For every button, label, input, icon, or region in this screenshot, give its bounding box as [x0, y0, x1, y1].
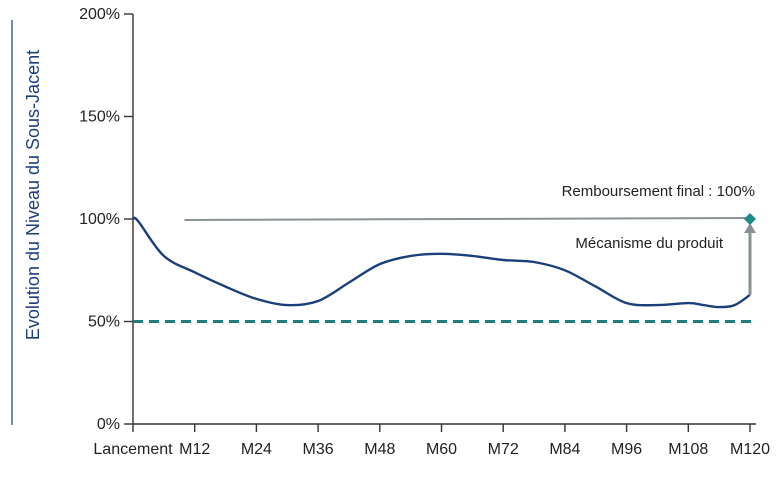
- mechanism-annotation: Mécanisme du produit: [575, 235, 723, 252]
- mechanism-arrow-head: [744, 223, 756, 233]
- y-tick-label: 100%: [79, 211, 120, 228]
- y-tick-label: 0%: [97, 416, 120, 433]
- final-repayment-line: [184, 217, 751, 221]
- x-tick-label: M120: [730, 441, 770, 458]
- y-axis-title: Evolution du Niveau du Sous-Jacent: [23, 50, 43, 340]
- y-tick-label: 50%: [88, 314, 120, 331]
- y-tick-label: 150%: [79, 109, 120, 126]
- final-repayment-annotation: Remboursement final : 100%: [562, 183, 755, 200]
- underlying-level-line: [132, 216, 751, 309]
- x-tick-label: M48: [364, 441, 395, 458]
- x-tick-label: M12: [179, 441, 210, 458]
- x-tick-label: M24: [241, 441, 272, 458]
- x-tick-label: M36: [303, 441, 334, 458]
- plot-marks: 0% 50% 100% 150% 200% Lancement M12 M24 M36 M48 M6…: [79, 6, 770, 458]
- x-tick-label: M108: [668, 441, 708, 458]
- x-tick-label: M84: [549, 441, 580, 458]
- x-tick-label: M96: [611, 441, 642, 458]
- x-tick-label: Lancement: [93, 441, 173, 458]
- y-tick-label: 200%: [79, 6, 120, 23]
- x-tick-label: M72: [488, 441, 519, 458]
- final-point-marker: [744, 213, 756, 225]
- x-tick-label: M60: [426, 441, 457, 458]
